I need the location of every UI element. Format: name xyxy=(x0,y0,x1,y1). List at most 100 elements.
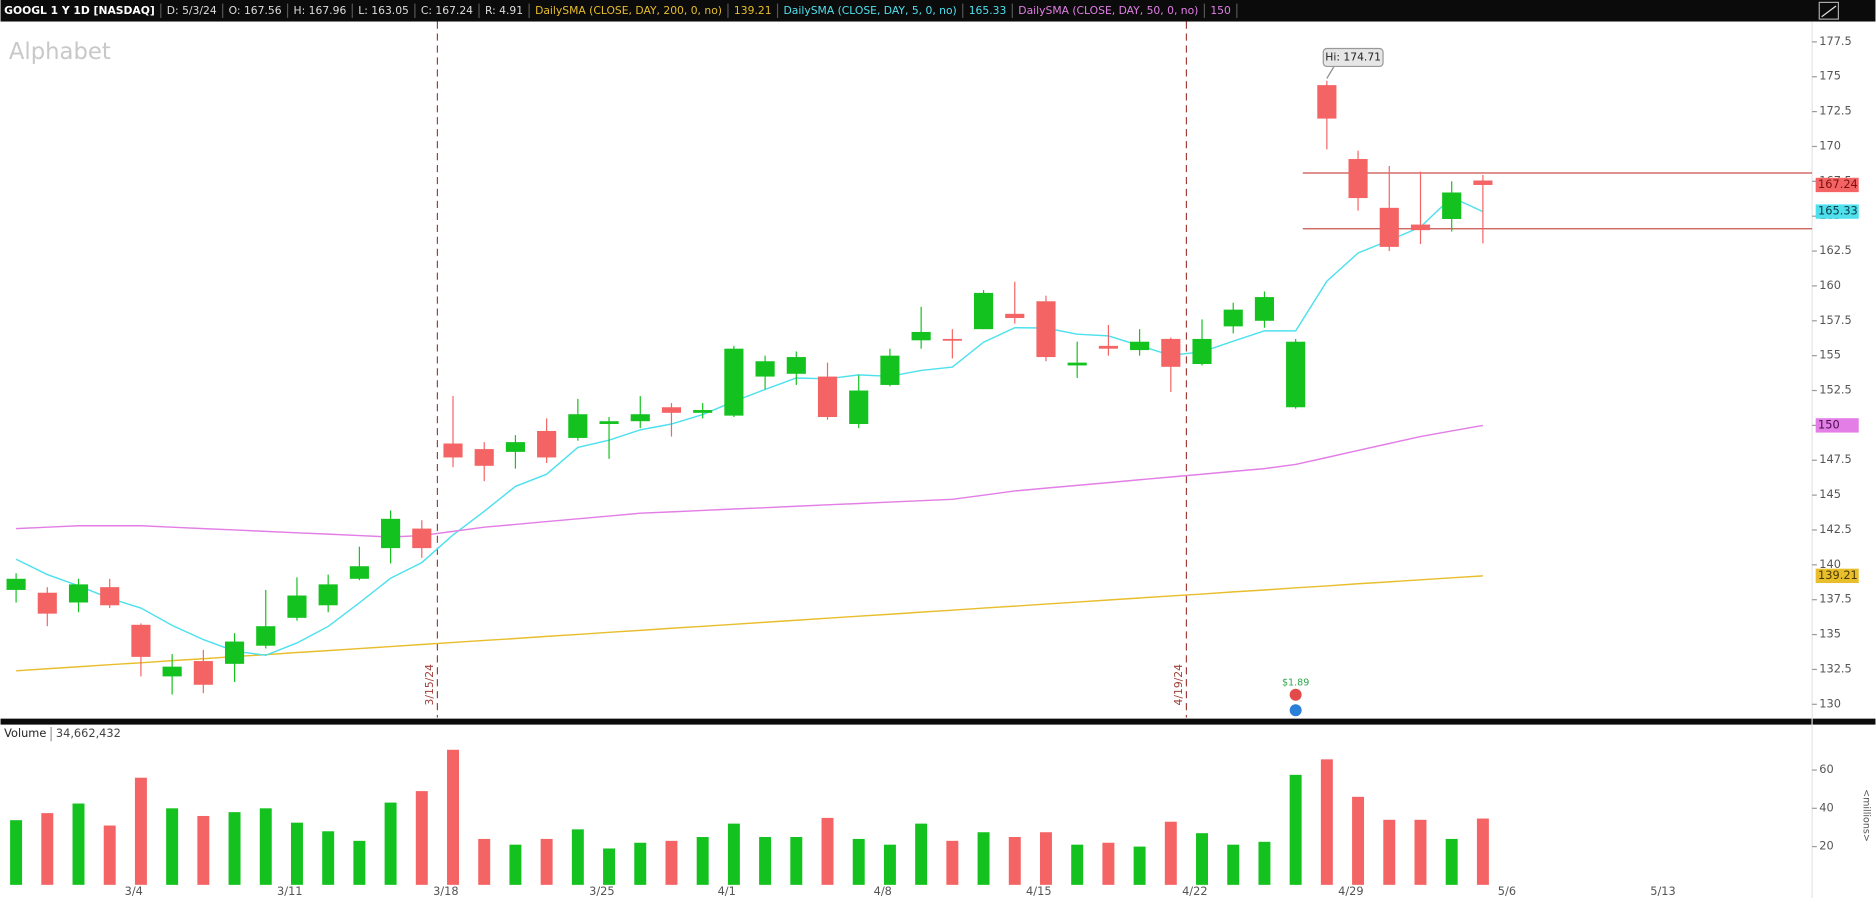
volume-bar xyxy=(790,837,803,885)
candle-body xyxy=(630,414,650,422)
y-tick-label: 40 xyxy=(1819,800,1833,814)
candle-body xyxy=(349,566,369,579)
volume-bar xyxy=(1352,796,1365,885)
candle-body xyxy=(1005,313,1025,319)
candle-body xyxy=(880,355,900,385)
volume-bar xyxy=(696,837,709,885)
header-text: O: 167.56 xyxy=(229,4,282,17)
candle-body xyxy=(911,331,931,341)
candle-body xyxy=(1192,338,1212,365)
x-tick-label: 4/8 xyxy=(874,884,892,898)
volume-bar xyxy=(1196,833,1208,885)
volume-bar xyxy=(883,844,896,885)
icon-frame[interactable] xyxy=(1818,1,1839,20)
candle-body xyxy=(318,584,338,606)
volume-bar xyxy=(665,840,678,885)
price-badge-label: 167.24 xyxy=(1818,177,1858,191)
candle-body xyxy=(1223,309,1243,327)
header-bar xyxy=(0,0,1876,22)
high-label: Hi: 174.71 xyxy=(1325,50,1381,63)
price-badge xyxy=(1815,568,1859,584)
candle-body xyxy=(1254,297,1275,321)
volume-bar xyxy=(1102,842,1115,885)
candle-body xyxy=(1473,180,1493,185)
settings-icon[interactable] xyxy=(1818,1,1839,20)
volume-bar xyxy=(1039,832,1052,885)
volume-bar xyxy=(478,838,491,885)
candle-body xyxy=(755,361,775,377)
candle-body xyxy=(724,348,744,416)
header-text: R: 4.91 xyxy=(485,4,523,17)
volume-bar xyxy=(634,842,647,885)
x-tick-label: 5/6 xyxy=(1498,884,1516,898)
y-tick-label: 147.5 xyxy=(1819,452,1851,466)
volume-bar xyxy=(759,837,772,885)
candle-body xyxy=(412,528,432,549)
volume-bar xyxy=(1289,774,1302,885)
x-tick-label: 3/18 xyxy=(433,884,458,898)
header-text: C: 167.24 xyxy=(421,4,473,17)
candle-body xyxy=(817,376,838,418)
candle-body xyxy=(1130,341,1150,351)
y-tick-label: 20 xyxy=(1819,839,1833,853)
volume-value: 34,662,432 xyxy=(56,726,121,740)
candle-body xyxy=(1348,159,1368,199)
x-tick-label: 4/29 xyxy=(1338,884,1363,898)
price-badge-label: 139.21 xyxy=(1818,568,1858,582)
sma-line xyxy=(15,196,1484,657)
y-tick-label: 177.5 xyxy=(1819,34,1851,48)
volume-bar xyxy=(821,817,834,885)
volume-bar xyxy=(1414,819,1427,885)
candle-body xyxy=(786,357,806,374)
header-text: H: 167.96 xyxy=(294,4,347,17)
y-tick-label: 175 xyxy=(1819,69,1841,83)
header-text: L: 163.05 xyxy=(358,4,409,17)
candle-body xyxy=(1379,207,1399,247)
candle-body xyxy=(661,407,682,413)
x-tick-label: 3/25 xyxy=(589,884,614,898)
y-tick-label: 60 xyxy=(1819,762,1833,776)
volume-bar xyxy=(1320,759,1333,885)
volume-title: Volume xyxy=(4,726,46,740)
date-marker-label: 3/15/24 xyxy=(423,664,436,706)
volume-bar xyxy=(1258,841,1271,885)
candle-body xyxy=(287,595,307,618)
price-badge xyxy=(1815,204,1859,219)
volume-bar xyxy=(72,803,85,885)
y-tick-label: 135 xyxy=(1819,627,1841,641)
volume-bar xyxy=(727,823,740,885)
volume-bar xyxy=(447,749,459,885)
price-badge xyxy=(1815,177,1859,193)
volume-bar xyxy=(852,838,865,885)
volume-bar xyxy=(977,832,990,885)
volume-bar xyxy=(509,844,522,885)
candle-body xyxy=(599,421,619,424)
candle-body xyxy=(1067,362,1087,366)
legend-value: 165.33 xyxy=(969,4,1007,17)
volume-bar xyxy=(946,840,959,885)
y-tick-label: 140 xyxy=(1819,557,1841,571)
volume-bar xyxy=(603,848,616,885)
candle-body xyxy=(1036,301,1056,358)
legend-name: DailySMA (CLOSE, DAY, 50, 0, no) xyxy=(1018,4,1198,17)
legend-value: 139.21 xyxy=(734,4,772,17)
candle-body xyxy=(193,661,213,685)
y-tick-label: 142.5 xyxy=(1819,522,1851,536)
panel-divider xyxy=(0,718,1876,725)
volume-bar xyxy=(571,829,584,885)
candle-body xyxy=(474,449,494,466)
legend-name: DailySMA (CLOSE, DAY, 5, 0, no) xyxy=(784,4,957,17)
volume-bar xyxy=(915,823,928,885)
price-badge-label: 165.33 xyxy=(1818,204,1858,218)
candle-body xyxy=(568,414,588,438)
x-tick-label: 4/22 xyxy=(1182,884,1207,898)
candle-body xyxy=(6,578,26,590)
price-badge xyxy=(1815,418,1859,433)
candle-body xyxy=(68,584,89,603)
volume-bar xyxy=(353,840,366,885)
candle-body xyxy=(537,430,557,458)
candle-body xyxy=(505,442,525,452)
